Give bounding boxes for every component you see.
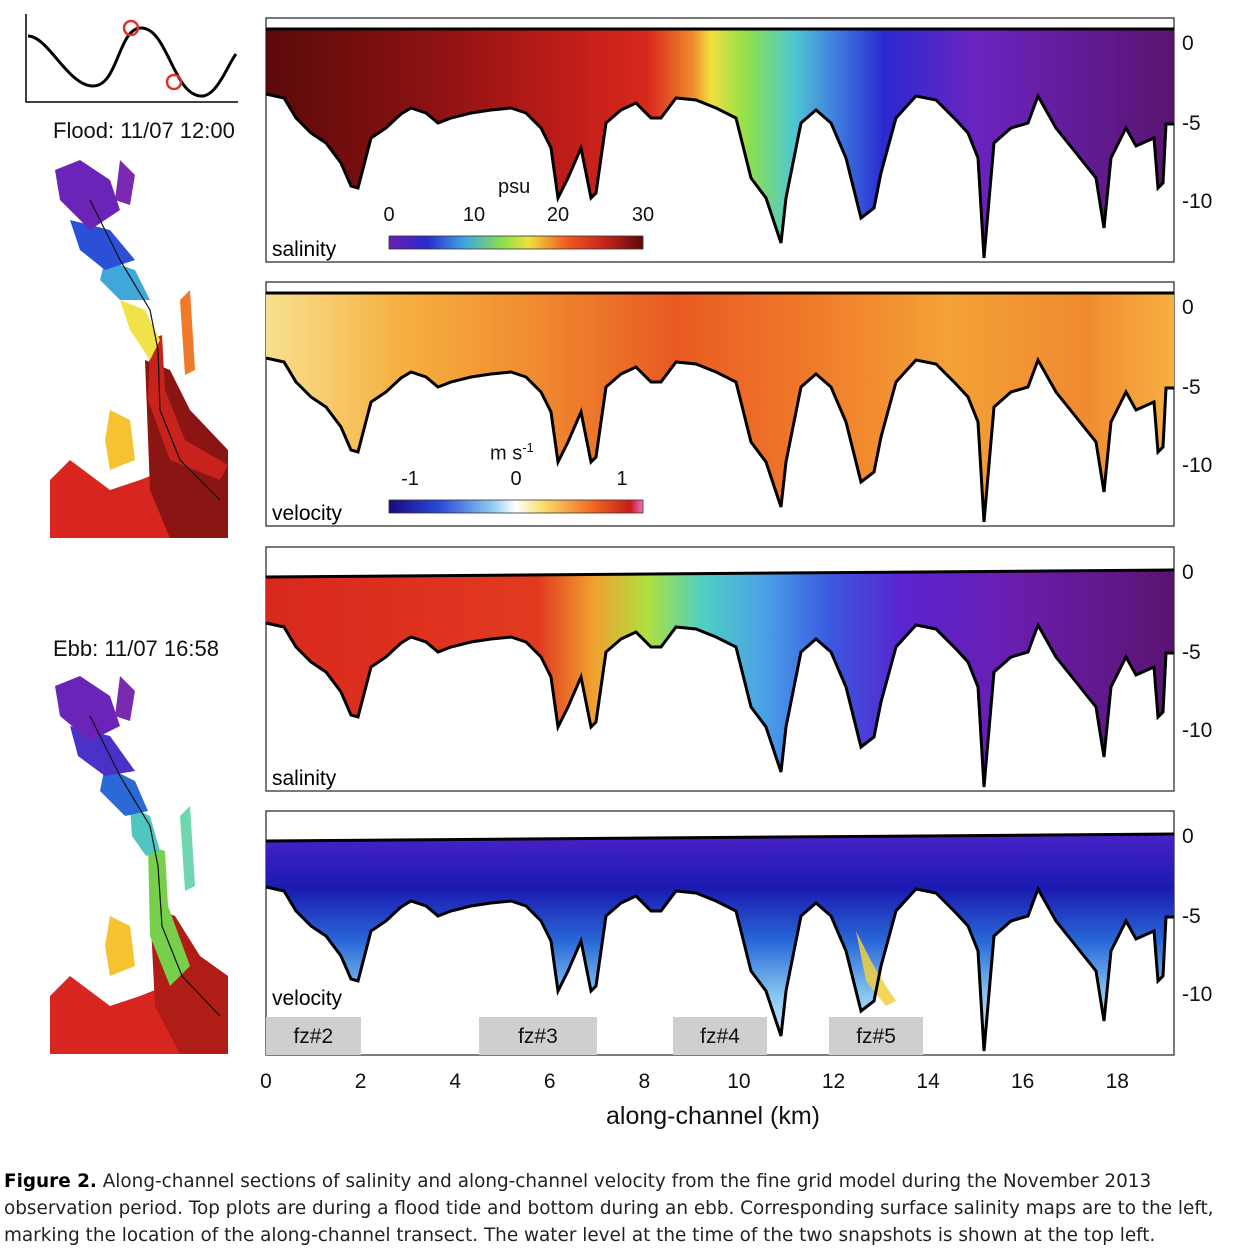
depth-tick-label: -10 bbox=[1182, 454, 1213, 477]
flood-salinity-panel: salinity bbox=[265, 17, 1175, 263]
flood-salinity-label: salinity bbox=[272, 238, 337, 261]
x-tick-label: 2 bbox=[354, 1070, 367, 1093]
ebb-salinity-field bbox=[266, 570, 1174, 787]
depth-tick-label: 0 bbox=[1182, 561, 1194, 584]
tide-inset bbox=[25, 14, 238, 103]
x-tick-label: 16 bbox=[1010, 1070, 1035, 1093]
ebb-time-marker bbox=[165, 73, 183, 91]
figure-caption: Figure 2. Along-channel sections of sali… bbox=[4, 1168, 1232, 1249]
depth-tick-label: -10 bbox=[1182, 719, 1213, 742]
flood-surface-salinity-map bbox=[50, 160, 228, 538]
x-tick-label: 8 bbox=[638, 1070, 651, 1093]
depth-tick-label: -5 bbox=[1182, 641, 1201, 664]
velocity-colorbar bbox=[388, 499, 644, 514]
salinity-colorbar-tick: 30 bbox=[631, 204, 655, 226]
flood-time-marker bbox=[122, 19, 140, 37]
velocity-colorbar-tick: 1 bbox=[616, 468, 628, 490]
salinity-colorbar-tick: 0 bbox=[383, 204, 395, 226]
depth-tick-label: 0 bbox=[1182, 32, 1194, 55]
velocity-colorbar-tick: 0 bbox=[510, 468, 522, 490]
section-panels: salinity velocity salinity velocity bbox=[265, 17, 1175, 1056]
x-tick-label: 10 bbox=[727, 1070, 751, 1093]
x-axis-label: along-channel (km) bbox=[606, 1102, 820, 1130]
frontal-zone-fz3: fz#3 bbox=[478, 1017, 598, 1055]
caption-text: Along-channel sections of salinity and a… bbox=[4, 1171, 1214, 1246]
ebb-velocity-panel: velocity bbox=[265, 810, 1175, 1056]
ebb-velocity-label: velocity bbox=[272, 987, 343, 1010]
frontal-zone-fz2: fz#2 bbox=[266, 1017, 361, 1055]
x-tick-label: 12 bbox=[821, 1070, 846, 1093]
depth-tick-label: -5 bbox=[1182, 112, 1201, 135]
velocity-colorbar-unit: m s-1 bbox=[490, 440, 534, 466]
depth-tick-label: -10 bbox=[1182, 190, 1213, 213]
depth-tick-label: 0 bbox=[1182, 296, 1194, 319]
frontal-zone-fz5: fz#5 bbox=[828, 1017, 924, 1055]
ebb-salinity-panel: salinity bbox=[265, 546, 1175, 792]
ebb-salinity-label: salinity bbox=[272, 767, 337, 790]
x-tick-label: 14 bbox=[916, 1070, 940, 1093]
velocity-unit-exponent: -1 bbox=[522, 440, 534, 455]
flood-velocity-panel: velocity bbox=[265, 281, 1175, 527]
velocity-unit-text: m s bbox=[490, 442, 523, 465]
salinity-colorbar-unit: psu bbox=[498, 176, 531, 198]
depth-tick-label: -5 bbox=[1182, 376, 1201, 399]
velocity-colorbar-tick: -1 bbox=[401, 468, 419, 490]
x-tick-label: 0 bbox=[260, 1070, 272, 1093]
salinity-colorbar-tick: 10 bbox=[462, 204, 486, 226]
depth-tick-label: -10 bbox=[1182, 983, 1213, 1006]
x-tick-label: 18 bbox=[1105, 1070, 1129, 1093]
depth-tick-label: 0 bbox=[1182, 825, 1194, 848]
frontal-zone-fz4: fz#4 bbox=[672, 1017, 768, 1055]
depth-tick-label: -5 bbox=[1182, 905, 1201, 928]
ebb-surface-salinity-map bbox=[50, 676, 228, 1054]
salinity-colorbar-tick: 20 bbox=[546, 204, 570, 226]
flood-velocity-label: velocity bbox=[272, 502, 343, 525]
ebb-velocity-field bbox=[266, 834, 1174, 1051]
x-tick-label: 4 bbox=[449, 1070, 461, 1093]
flood-salinity-field bbox=[266, 29, 1174, 258]
figure-number: Figure 2. bbox=[4, 1171, 97, 1192]
x-tick-label: 6 bbox=[543, 1070, 556, 1093]
ebb-snapshot-label: Ebb: 11/07 16:58 bbox=[53, 636, 219, 661]
flood-snapshot-label: Flood: 11/07 12:00 bbox=[53, 118, 235, 143]
salinity-colorbar bbox=[388, 235, 644, 250]
water-level-curve bbox=[27, 26, 238, 98]
flood-velocity-field bbox=[266, 293, 1174, 522]
